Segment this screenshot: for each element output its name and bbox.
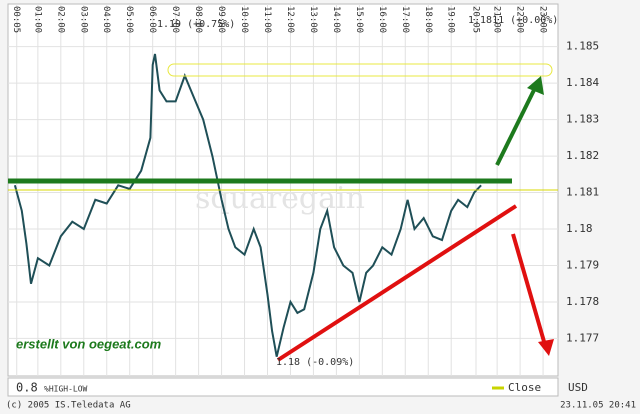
x-tick-label: 18:00 — [423, 6, 433, 33]
x-tick-label: 21:00 — [492, 6, 502, 33]
annotation: 1.19 (+0.75%) — [157, 19, 235, 30]
arrow-down — [511, 233, 547, 346]
x-tick-label: 05:00 — [124, 6, 134, 33]
y-tick-label: 1.183 — [566, 113, 599, 126]
x-tick-label: 07:00 — [170, 6, 180, 33]
x-tick-label: 01:00 — [32, 6, 42, 33]
x-tick-label: 14:00 — [331, 6, 341, 33]
y-tick-label: 1.178 — [566, 295, 599, 308]
x-tick-label: 00:05 — [11, 6, 21, 33]
x-tick-label: 19:00 — [446, 6, 456, 33]
x-tick-label: 11:00 — [262, 6, 272, 33]
x-tick-label: 03:00 — [78, 6, 88, 33]
price-line — [13, 53, 482, 357]
copyright: (c) 2005 IS.Teledata AG — [6, 401, 131, 411]
y-tick-label: 1.181 — [566, 186, 599, 199]
x-tick-label: 16:00 — [377, 6, 387, 33]
support-line — [276, 204, 518, 362]
indicator-value: 0.8 — [16, 381, 38, 395]
x-tick-label: 10:00 — [239, 6, 249, 33]
indicator-strip — [7, 377, 559, 397]
indicator-name: %HIGH-LOW — [44, 385, 88, 394]
x-tick-label: 09:00 — [216, 6, 226, 33]
x-tick-label: 06:00 — [147, 6, 157, 33]
x-tick-label: 02:00 — [55, 6, 65, 33]
x-tick-label: 17:00 — [400, 6, 410, 33]
x-tick-label: 22:00 — [515, 6, 525, 33]
y-tick-label: 1.185 — [566, 40, 599, 53]
x-tick-label: 04:00 — [101, 6, 111, 33]
y-tick-label: 1.182 — [566, 149, 599, 162]
arrow-up-head — [527, 76, 544, 95]
y-tick-label: 1.18 — [566, 222, 593, 235]
y-tick-label: 1.184 — [566, 76, 599, 89]
x-tick-label: 08:00 — [193, 6, 203, 33]
legend-label: Close — [508, 381, 541, 394]
y-tick-label: 1.179 — [566, 258, 599, 271]
y-tick-label: 1.177 — [566, 331, 599, 344]
arrow-up — [495, 83, 539, 166]
note: erstellt von oegeat.com — [16, 336, 162, 351]
arrow-down-head — [538, 339, 554, 356]
x-tick-label: 12:00 — [285, 6, 295, 33]
x-tick-label: 20:05 — [471, 6, 481, 33]
annotation: 1.18 (-0.09%) — [276, 357, 354, 368]
annotation: 1.1811 (+0.00%) — [468, 15, 558, 26]
currency: USD — [568, 381, 588, 394]
x-tick-label: 15:00 — [354, 6, 364, 33]
x-tick-label: 23:00 — [538, 6, 548, 33]
highlight-ellipse — [167, 63, 553, 77]
timestamp: 23.11.05 20:41 — [560, 401, 636, 411]
x-tick-label: 13:00 — [308, 6, 318, 33]
plot — [13, 53, 482, 357]
